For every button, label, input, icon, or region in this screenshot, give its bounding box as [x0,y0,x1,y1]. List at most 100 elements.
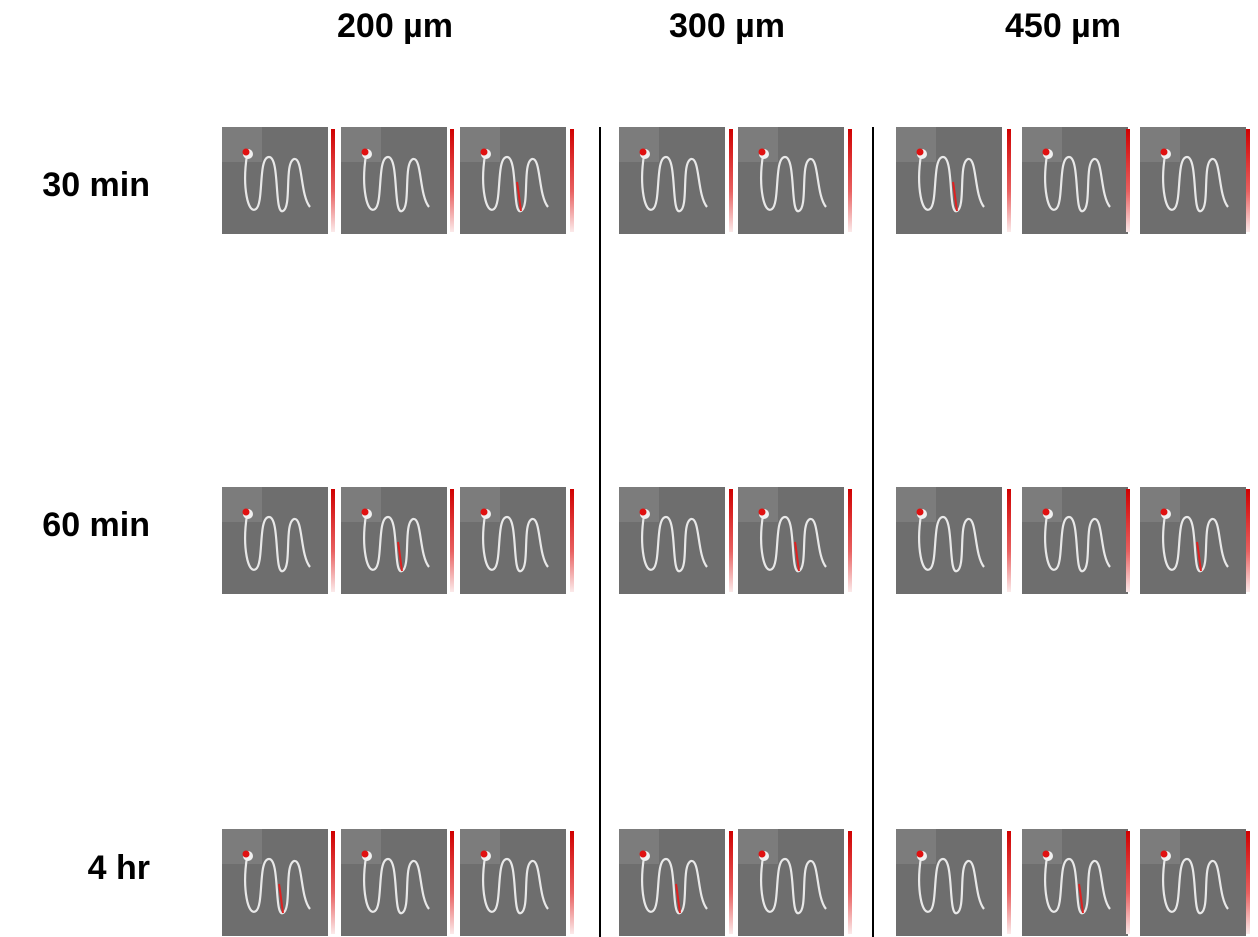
colorbar [331,129,335,232]
signal-spot [759,851,766,858]
image-grid [222,127,1250,936]
colorbar [1007,831,1011,934]
image-shade [738,127,778,162]
signal-spot [1043,509,1050,516]
row-label: 30 min [42,166,150,204]
image-panel [738,127,844,234]
image-panel [1022,487,1128,594]
image-shade [460,487,500,522]
image-shade [738,829,778,864]
image-shade [1022,487,1062,522]
image-shade [341,487,381,522]
colorbar [848,489,852,592]
image-shade [619,829,659,864]
signal-spot [362,851,369,858]
image-panel [341,487,447,594]
colorbar [729,489,733,592]
signal-spot [759,509,766,516]
colorbar [729,831,733,934]
colorbar [450,129,454,232]
signal-spot [1161,149,1168,156]
colorbar [848,831,852,934]
image-shade [1022,829,1062,864]
image-panel [619,487,725,594]
signal-spot [917,149,924,156]
image-panel [1140,829,1246,936]
colorbar [1126,129,1130,232]
image-panel [460,829,566,936]
image-shade [460,829,500,864]
signal-spot [1161,509,1168,516]
row-label: 60 min [42,506,150,544]
colorbar [1126,831,1130,934]
image-shade [896,487,936,522]
image-panel [619,127,725,234]
colorbar [1007,129,1011,232]
row-label: 4 hr [88,849,150,887]
image-shade [341,829,381,864]
signal-spot [481,509,488,516]
image-panel [1140,487,1246,594]
signal-spot [640,851,647,858]
signal-spot [917,851,924,858]
signal-spot [640,509,647,516]
image-shade [222,127,262,162]
colorbar [1246,129,1250,232]
image-panel [738,487,844,594]
signal-spot [243,851,250,858]
image-shade [896,127,936,162]
image-panel [222,829,328,936]
image-panel [222,487,328,594]
image-shade [460,127,500,162]
signal-spot [1161,851,1168,858]
signal-spot [1043,149,1050,156]
signal-spot [759,149,766,156]
colorbar [1246,489,1250,592]
image-shade [619,127,659,162]
image-panel [460,127,566,234]
image-shade [1140,487,1180,522]
signal-spot [243,509,250,516]
image-panel [896,829,1002,936]
image-panel [460,487,566,594]
image-panel [1022,829,1128,936]
column-header: 450 µm [1005,7,1121,45]
image-shade [619,487,659,522]
image-panel [738,829,844,936]
colorbar [570,489,574,592]
colorbar [1246,831,1250,934]
image-shade [1140,829,1180,864]
signal-spot [481,851,488,858]
signal-spot [243,149,250,156]
image-shade [896,829,936,864]
image-panel [896,127,1002,234]
signal-spot [362,509,369,516]
figure: 200 µm 300 µm 450 µm 30 min 60 min 4 hr [0,0,1258,937]
image-panel [341,127,447,234]
colorbar [450,489,454,592]
signal-spot [917,509,924,516]
signal-spot [1043,851,1050,858]
image-shade [222,829,262,864]
colorbar [1126,489,1130,592]
image-panel [619,829,725,936]
column-header: 300 µm [669,7,785,45]
image-shade [738,487,778,522]
image-shade [1140,127,1180,162]
signal-spot [481,149,488,156]
signal-spot [640,149,647,156]
colorbar [848,129,852,232]
colorbar [331,489,335,592]
colorbar [450,831,454,934]
colorbar [331,831,335,934]
image-shade [341,127,381,162]
colorbar [1007,489,1011,592]
image-panel [896,487,1002,594]
colorbar [729,129,733,232]
image-shade [1022,127,1062,162]
image-shade [222,487,262,522]
image-panel [222,127,328,234]
image-panel [341,829,447,936]
colorbar [570,129,574,232]
image-panel [1140,127,1246,234]
